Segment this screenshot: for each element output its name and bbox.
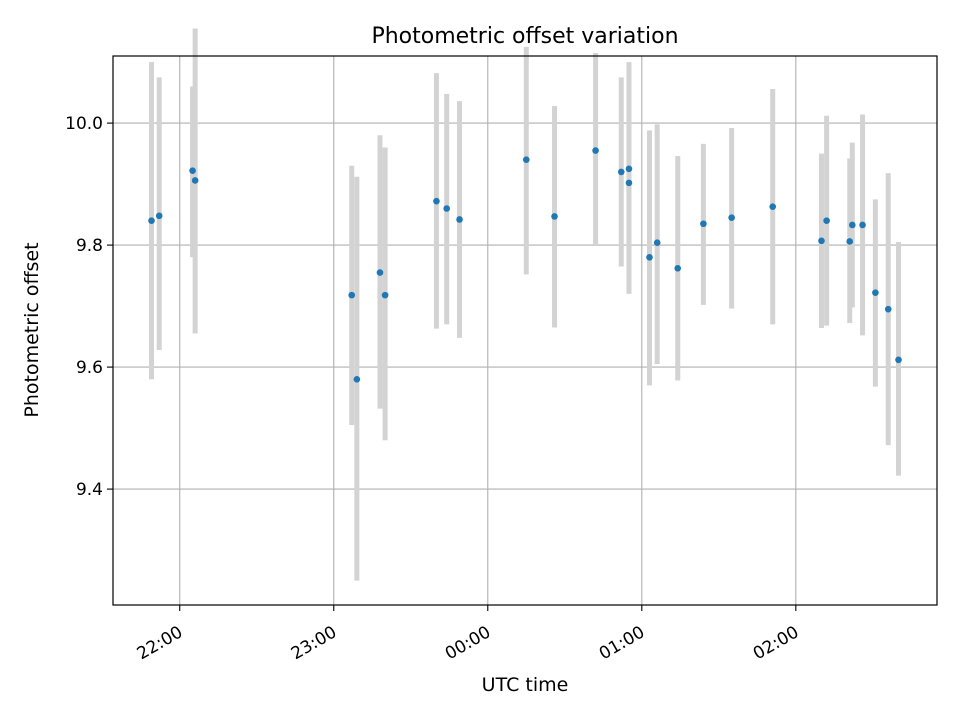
y-tick-label: 9.6 [76, 358, 103, 378]
data-point [846, 238, 854, 245]
data-point [769, 203, 777, 210]
y-tick-label: 9.4 [76, 480, 103, 500]
data-point [646, 253, 653, 261]
plot-frame [112, 55, 938, 606]
data-point [884, 305, 892, 313]
data-point [155, 212, 163, 220]
data-point [700, 220, 707, 228]
data-point [617, 168, 625, 176]
data-point [456, 216, 463, 223]
data-point [653, 239, 661, 246]
y-tick-label: 10.0 [65, 114, 103, 134]
data-point [148, 217, 155, 224]
data-point [433, 197, 440, 205]
data-point [551, 213, 558, 220]
data-point [818, 237, 825, 245]
data-point [592, 147, 599, 154]
data-point [848, 221, 856, 229]
y-axis-label: Photometric offset [21, 242, 43, 417]
data-point [823, 217, 830, 224]
y-tick-label: 9.8 [76, 236, 103, 256]
data-point [859, 221, 866, 229]
data-point [872, 289, 879, 296]
data-point [625, 179, 633, 187]
data-point [728, 214, 735, 221]
data-point [191, 177, 199, 184]
data-point [376, 269, 384, 276]
data-point [348, 291, 356, 299]
data-point [522, 156, 530, 163]
data-point [674, 264, 682, 272]
x-axis-label: UTC time [482, 674, 569, 696]
data-point [189, 167, 196, 174]
data-point [353, 376, 361, 383]
data-points [148, 147, 902, 383]
chart-title: Photometric offset variation [371, 24, 678, 49]
data-point [625, 165, 633, 173]
data-point [381, 291, 389, 299]
data-point [443, 205, 451, 212]
data-point [895, 356, 902, 364]
